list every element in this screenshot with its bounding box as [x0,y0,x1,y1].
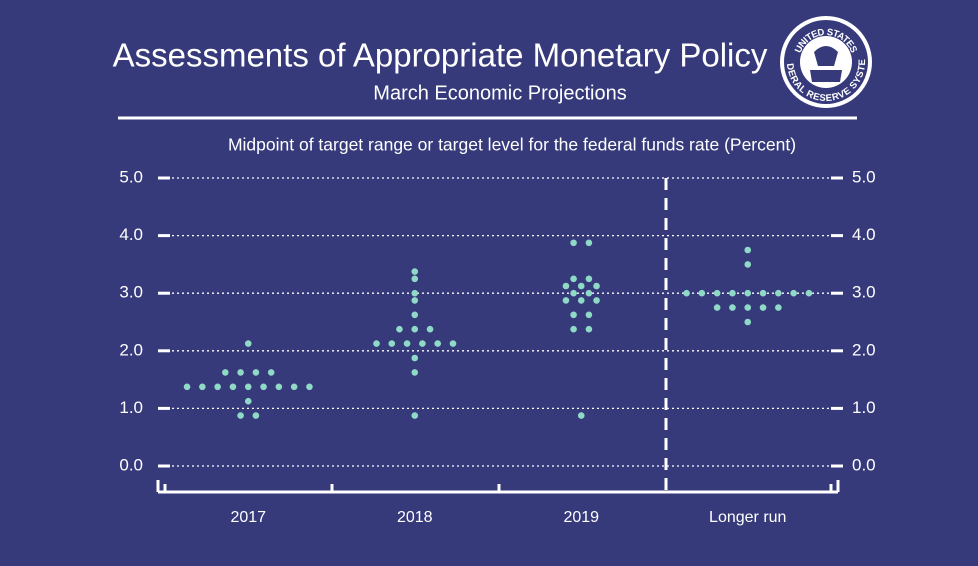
dot [698,289,706,297]
dot [411,412,419,419]
dot [449,340,457,347]
dot [244,383,252,391]
dot [403,340,411,347]
dot [570,325,577,333]
y2-tick-label: 0.0 [852,455,876,474]
dot [411,369,419,376]
x-tick-label: 2019 [563,509,599,526]
x-tick-label: Longer run [709,509,786,526]
dot [199,383,206,391]
dot [222,369,229,376]
y-tick-label: 5.0 [119,167,143,186]
dot [252,369,260,376]
x-tick-label: 2017 [230,509,266,526]
dot [744,289,752,297]
dot [744,246,752,254]
y-tick-label: 0.0 [119,455,143,474]
dot [252,412,260,419]
dot [388,340,396,347]
dot [214,383,221,391]
x-tick-label: 2018 [397,509,433,526]
dot [562,282,570,290]
dot [759,304,767,311]
chart-title: Assessments of Appropriate Monetary Poli… [113,37,768,74]
dot [577,282,585,290]
dot [237,369,244,376]
dot [729,304,736,311]
dot [434,340,442,347]
y-tick-label: 1.0 [119,398,143,417]
dot [373,340,380,347]
dot [713,304,721,311]
y-tick-label: 3.0 [119,283,143,302]
dot [585,275,593,283]
y2-tick-label: 4.0 [852,225,876,244]
y2-tick-label: 2.0 [852,340,876,359]
dot [306,383,313,391]
chart-subtitle: March Economic Projections [373,82,626,104]
dot [411,275,419,283]
dot [562,297,570,304]
axis-label: Midpoint of target range or target level… [228,135,796,155]
dot [411,354,419,362]
dot [775,304,782,311]
dot [275,383,283,391]
y2-tick-label: 3.0 [852,283,876,302]
dot [593,282,600,290]
dot [593,297,600,304]
dot [585,311,593,319]
dot [570,311,577,319]
dot [805,289,813,297]
dot [244,340,252,347]
dot [570,289,577,297]
dot [419,340,426,347]
dot [570,275,577,283]
dot [229,383,237,391]
y2-tick-label: 5.0 [852,167,876,186]
dot [775,289,782,297]
dot [729,289,736,297]
dot [683,289,690,297]
dot [411,325,419,333]
x-axis-ticks [156,480,840,492]
dot [570,239,577,247]
dot [759,289,767,297]
dot [290,383,298,391]
dot [396,325,403,333]
dot [585,239,593,247]
dot [260,383,267,391]
y2-tick-label: 1.0 [852,398,876,417]
dot [237,412,244,419]
dot [244,397,252,405]
dot [744,318,752,326]
dot [744,261,752,268]
dot [713,289,721,297]
dot [790,289,797,297]
dot [411,289,419,297]
dot [183,383,191,391]
dot [744,304,752,311]
dot [426,325,434,333]
dot [411,297,419,304]
seal-eagle [810,46,842,82]
y-tick-label: 4.0 [119,225,143,244]
dot [577,297,585,304]
y-tick-label: 2.0 [119,340,143,359]
dot [585,289,593,297]
dot [585,325,593,333]
dot [411,268,419,275]
dot [267,369,275,376]
dot [411,311,419,319]
dot [577,412,585,419]
